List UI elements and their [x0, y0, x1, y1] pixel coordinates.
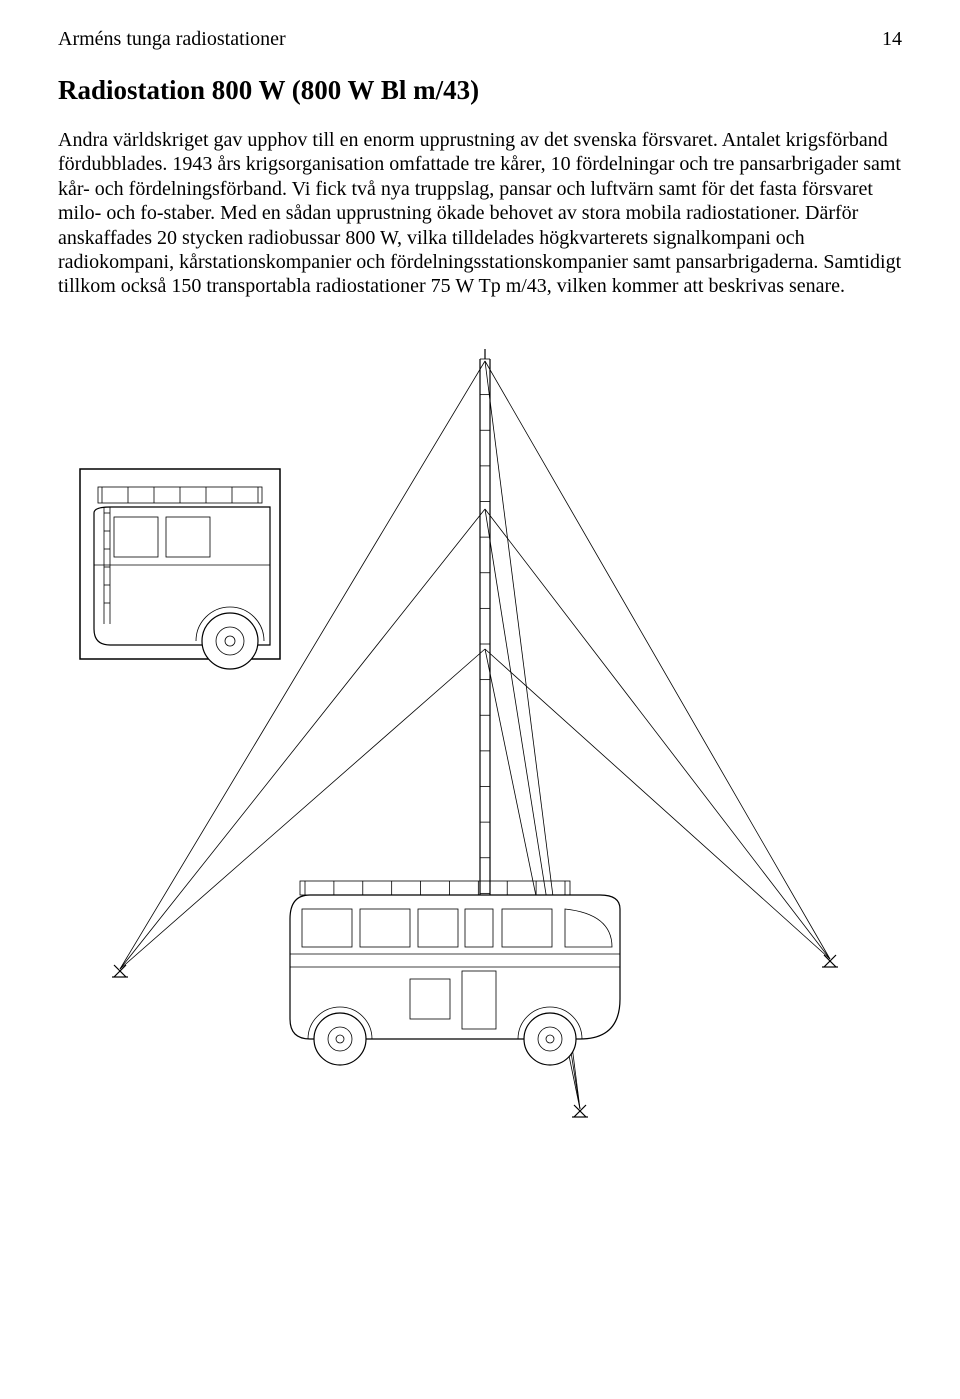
page-title: Radiostation 800 W (800 W Bl m/43)	[58, 75, 902, 106]
body-paragraph: Andra världskriget gav upphov till en en…	[58, 128, 902, 299]
figure-radio-bus	[58, 339, 902, 1159]
radio-bus-antenna-illustration	[60, 339, 900, 1159]
running-title: Arméns tunga radiostationer	[58, 28, 286, 51]
page-number: 14	[882, 28, 902, 51]
page-header: Arméns tunga radiostationer 14	[58, 28, 902, 51]
